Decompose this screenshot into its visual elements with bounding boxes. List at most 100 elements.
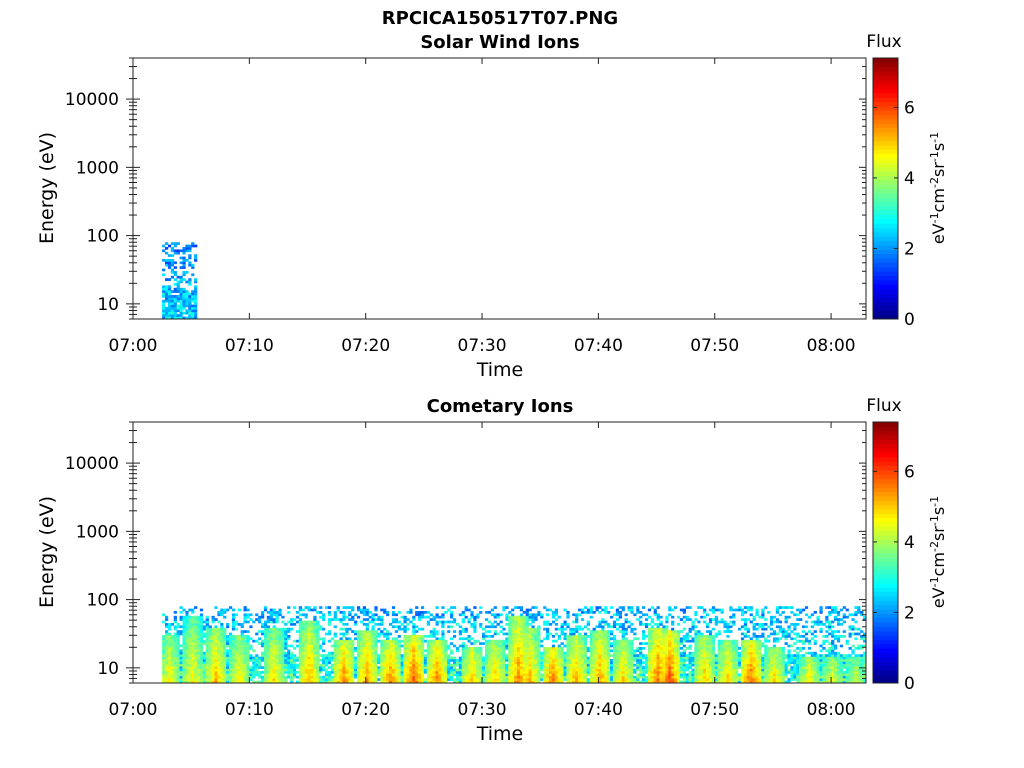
flux-cell: [263, 663, 268, 667]
flux-cell: [656, 671, 660, 674]
flux-cell: [551, 671, 556, 674]
flux-cell: [636, 666, 640, 669]
flux-cell: [429, 680, 433, 684]
flux-cell: [615, 642, 620, 645]
flux-cell: [706, 668, 710, 672]
flux-cell: [272, 680, 276, 684]
flux-cell: [557, 656, 561, 660]
flux-cell: [633, 680, 637, 684]
flux-cell: [185, 280, 189, 284]
flux-cell: [586, 659, 590, 662]
flux-cell: [391, 620, 396, 624]
flux-cell: [470, 675, 474, 679]
flux-cell: [194, 606, 198, 609]
flux-cell: [665, 663, 669, 667]
flux-cell: [415, 678, 419, 681]
flux-cell: [519, 673, 524, 677]
flux-cell: [505, 615, 509, 619]
flux-cell: [316, 630, 320, 633]
flux-cell: [388, 675, 393, 679]
flux-cell: [490, 673, 494, 677]
flux-cell: [359, 673, 364, 677]
flux-cell: [386, 666, 390, 669]
flux-cell: [391, 661, 396, 665]
flux-cell: [598, 656, 602, 660]
flux-cell: [665, 637, 669, 641]
flux-cell: [246, 680, 250, 684]
flux-cell: [365, 635, 369, 638]
flux-cell: [612, 668, 617, 672]
flux-cell: [482, 671, 486, 674]
flux-cell: [706, 651, 710, 655]
flux-cell: [234, 666, 239, 669]
flux-cell: [173, 625, 177, 629]
flux-cell: [391, 656, 396, 660]
flux-cell: [167, 625, 172, 629]
flux-cell: [191, 242, 195, 245]
flux-cell: [330, 637, 334, 641]
flux-cell: [444, 666, 448, 669]
flux-cell: [162, 656, 166, 660]
flux-cell: [458, 632, 462, 636]
flux-cell: [420, 661, 425, 665]
flux-cell: [612, 666, 617, 669]
flux-cell: [473, 627, 477, 631]
colorbar-swatch: [873, 271, 898, 276]
flux-cell: [409, 620, 413, 624]
flux-cell: [374, 606, 378, 609]
flux-cell: [717, 675, 721, 679]
flux-cell: [496, 678, 500, 681]
flux-cell: [589, 647, 593, 650]
flux-cell: [345, 623, 349, 626]
flux-cell: [202, 627, 207, 631]
flux-cell: [162, 661, 166, 665]
flux-cell: [348, 639, 352, 643]
flux-cell: [642, 637, 646, 641]
flux-cell: [432, 632, 436, 636]
flux-cell: [423, 639, 428, 643]
flux-cell: [365, 627, 369, 631]
flux-cell: [450, 659, 454, 662]
flux-cell: [650, 671, 654, 674]
flux-cell: [386, 659, 390, 662]
flux-cell: [639, 649, 643, 653]
flux-cell: [653, 630, 657, 633]
flux-cell: [324, 680, 329, 684]
flux-cell: [406, 611, 410, 614]
flux-cell: [598, 671, 602, 674]
flux-cell: [173, 273, 177, 277]
flux-cell: [528, 639, 532, 643]
flux-cell: [199, 625, 204, 629]
flux-cell: [191, 314, 195, 317]
flux-cell: [327, 618, 332, 621]
flux-cell: [196, 654, 201, 657]
flux-cell: [706, 675, 710, 679]
flux-cell: [220, 663, 224, 667]
flux-cell: [589, 608, 593, 612]
flux-cell: [461, 627, 465, 631]
flux-cell: [598, 675, 602, 679]
flux-cell: [374, 637, 378, 641]
flux-cell: [272, 611, 276, 614]
flux-cell: [703, 668, 707, 672]
flux-cell: [706, 649, 710, 653]
flux-cell: [371, 635, 375, 638]
flux-cell: [420, 613, 425, 617]
flux-cell: [278, 647, 282, 650]
flux-cell: [249, 644, 253, 648]
flux-cell: [720, 651, 724, 655]
flux-cell: [435, 620, 439, 624]
flux-cell: [534, 680, 538, 684]
flux-cell: [452, 668, 457, 672]
flux-cell: [580, 635, 585, 638]
flux-cell: [720, 608, 724, 612]
flux-cell: [191, 678, 195, 681]
flux-cell: [470, 613, 474, 617]
flux-cell: [525, 680, 529, 684]
flux-cell: [356, 637, 361, 641]
flux-cell: [336, 606, 340, 609]
flux-cell: [345, 630, 349, 633]
flux-cell: [304, 675, 308, 679]
flux-cell: [624, 673, 628, 677]
flux-cell: [240, 675, 244, 679]
